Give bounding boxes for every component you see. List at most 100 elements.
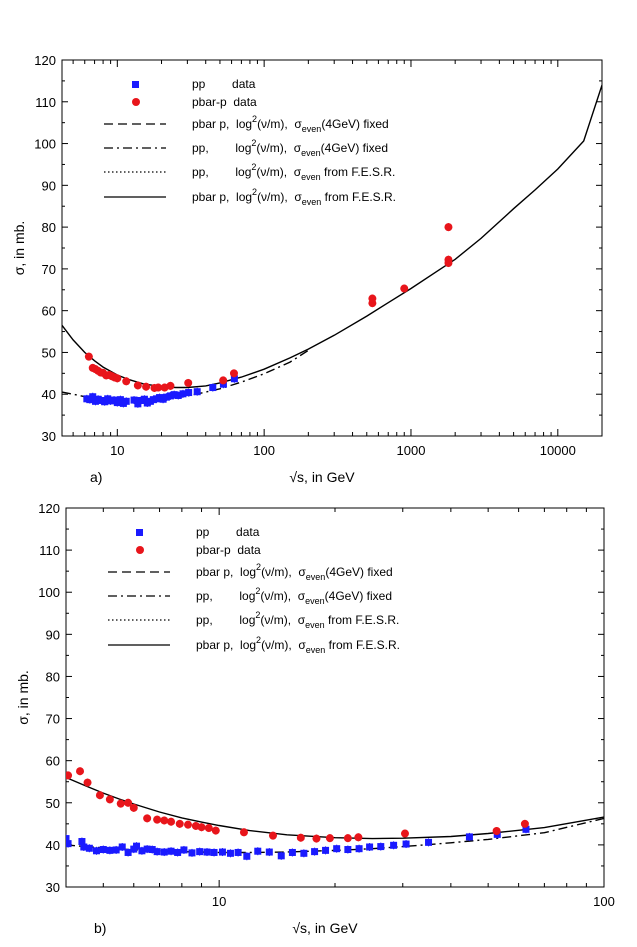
y-tick-label: 70 xyxy=(42,262,56,277)
data-point-pbar-p xyxy=(166,381,175,390)
data-point-pp xyxy=(230,375,238,383)
data-point-pbar-p xyxy=(325,834,334,843)
data-point-pp xyxy=(402,840,410,848)
series-line-solid xyxy=(66,776,604,840)
data-point-pbar-p xyxy=(444,259,453,268)
data-point-pp xyxy=(153,848,161,856)
data-point-pp xyxy=(162,393,170,401)
x-tick-label: 10000 xyxy=(540,443,576,458)
data-point-pbar-p xyxy=(129,803,138,812)
data-point-pp xyxy=(124,848,132,856)
data-point-pp xyxy=(112,846,120,854)
legend-label: pp, log2(ν/m), σeven(4GeV) fixed xyxy=(196,586,392,606)
data-point-pbar-p xyxy=(175,819,184,828)
data-point-pp xyxy=(465,833,473,841)
data-point-pbar-p xyxy=(312,834,321,843)
legend-label: pbar p, log2(ν/m), σeven from F.E.S.R. xyxy=(196,635,400,655)
chart-panel-a: 30 40 50 60 70 80 90 100 110 120 10 100 1000 10000 σ, … xyxy=(11,53,603,485)
data-point-pp xyxy=(193,388,201,396)
data-point-pp xyxy=(179,390,187,398)
x-tick-label: 100 xyxy=(593,894,615,909)
legend-label: pbar p, log2(ν/m), σeven(4GeV) fixed xyxy=(196,562,393,582)
plot-area xyxy=(62,84,602,408)
legend-label: pbar-p data xyxy=(196,543,261,557)
data-point-pbar-p xyxy=(143,814,152,823)
data-point-pp xyxy=(425,838,433,846)
legend-label: pbar-p data xyxy=(192,95,257,109)
data-point-pp xyxy=(66,840,72,848)
data-point-pp xyxy=(366,843,374,851)
legend-label: pbar p, log2(ν/m), σeven from F.E.S.R. xyxy=(192,187,396,207)
x-axis-label: √s, in GeV xyxy=(292,920,358,936)
y-tick-label: 30 xyxy=(46,880,60,895)
data-point-pbar-p xyxy=(133,381,142,390)
data-point-pbar-p xyxy=(184,378,193,387)
data-point-pp xyxy=(78,838,86,846)
y-axis-label: σ, in mb. xyxy=(11,221,27,276)
data-point-pp xyxy=(156,394,164,402)
x-tick-label: 10 xyxy=(110,443,124,458)
x-tick-label: 100 xyxy=(253,443,275,458)
data-point-pbar-p xyxy=(113,374,122,383)
legend: pp data pbar-p data pbar p, log2(ν/m), σev… xyxy=(104,77,396,207)
y-tick-label: 100 xyxy=(34,137,56,152)
legend-label: pp data xyxy=(196,525,260,539)
panel-label: a) xyxy=(90,469,102,485)
panel-label: b) xyxy=(94,920,106,936)
data-point-pp xyxy=(170,391,178,399)
data-point-pbar-p xyxy=(84,352,93,361)
data-point-pbar-p xyxy=(154,383,163,392)
legend-label: pbar p, log2(ν/m), σeven(4GeV) fixed xyxy=(192,114,389,134)
plot-area xyxy=(66,767,604,861)
data-point-pbar-p xyxy=(197,823,206,832)
data-point-pbar-p xyxy=(211,826,220,835)
data-point-pp xyxy=(116,396,124,404)
data-point-pp xyxy=(265,848,273,856)
data-point-pp xyxy=(390,841,398,849)
chart-panel-b: 30 40 50 60 70 80 90 100 110 120 10 100 σ, in mb. √s,… xyxy=(15,501,615,936)
data-point-pp xyxy=(311,848,319,856)
data-point-pp xyxy=(288,848,296,856)
data-point-pbar-p xyxy=(95,791,104,800)
y-tick-label: 50 xyxy=(42,345,56,360)
legend-label: pp, log2(ν/m), σeven from F.E.S.R. xyxy=(192,162,395,182)
data-point-pp xyxy=(277,852,285,860)
data-point-pbar-p xyxy=(116,799,125,808)
data-point-pbar-p xyxy=(520,819,529,828)
data-point-pbar-p xyxy=(153,815,162,824)
legend-marker-square xyxy=(136,529,143,536)
data-point-pp xyxy=(174,848,182,856)
data-point-pp xyxy=(522,825,530,833)
data-point-pp xyxy=(243,852,251,860)
y-tick-label: 30 xyxy=(42,429,56,444)
data-point-pp xyxy=(203,848,211,856)
legend-marker-circle xyxy=(136,546,144,554)
data-point-pp xyxy=(188,849,196,857)
data-point-pbar-p xyxy=(400,284,409,293)
y-tick-label: 120 xyxy=(38,501,60,516)
data-point-pbar-p xyxy=(268,831,277,840)
data-point-pp xyxy=(226,849,234,857)
y-axis-label: σ, in mb. xyxy=(15,670,31,725)
y-tick-label: 50 xyxy=(46,796,60,811)
data-point-pp xyxy=(80,843,88,851)
y-tick-label: 60 xyxy=(46,754,60,769)
data-point-pbar-p xyxy=(167,817,176,826)
data-point-pp xyxy=(322,846,330,854)
data-point-pbar-p xyxy=(343,834,352,843)
y-tick-label: 60 xyxy=(42,304,56,319)
y-tick-label: 120 xyxy=(34,53,56,68)
data-point-pbar-p xyxy=(368,294,377,303)
data-point-pbar-p xyxy=(354,833,363,842)
data-point-pp xyxy=(99,846,107,854)
data-point-pbar-p xyxy=(229,369,238,378)
data-point-pp xyxy=(140,395,148,403)
data-point-pp xyxy=(160,848,168,856)
data-point-pp xyxy=(185,389,193,397)
data-point-pp xyxy=(377,843,385,851)
data-point-pbar-p xyxy=(444,223,453,232)
data-point-pbar-p xyxy=(83,778,92,787)
legend: pp data pbar-p data pbar p, log2(ν/m), σev… xyxy=(108,525,400,655)
legend-label: pp, log2(ν/m), σeven(4GeV) fixed xyxy=(192,138,388,158)
data-point-pp xyxy=(234,848,242,856)
